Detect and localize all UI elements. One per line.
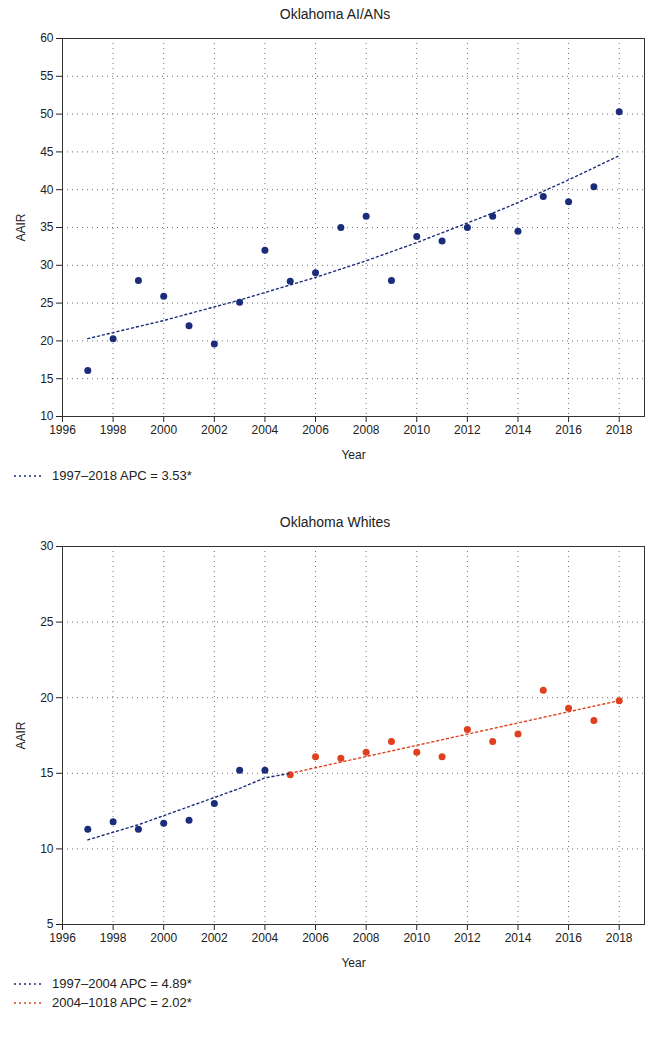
svg-text:30: 30: [40, 258, 54, 272]
svg-text:2014: 2014: [505, 931, 532, 945]
svg-text:2002: 2002: [201, 931, 228, 945]
svg-text:2018: 2018: [606, 423, 633, 437]
svg-text:2000: 2000: [150, 931, 177, 945]
svg-text:2004: 2004: [252, 931, 279, 945]
svg-text:2016: 2016: [555, 423, 582, 437]
svg-text:2016: 2016: [555, 931, 582, 945]
svg-text:20: 20: [40, 334, 54, 348]
svg-text:1998: 1998: [100, 423, 127, 437]
svg-text:2018: 2018: [606, 931, 633, 945]
html-text:1997–2004 APC = 4.89*: 1997–2004 APC = 4.89*: [52, 976, 192, 991]
html-text:1997–2018 APC = 3.53*: 1997–2018 APC = 3.53*: [52, 468, 192, 483]
svg-text:Year: Year: [341, 448, 365, 462]
svg-text:2008: 2008: [353, 423, 380, 437]
svg-text:40: 40: [40, 183, 54, 197]
svg-text:2012: 2012: [454, 931, 481, 945]
svg-text:15: 15: [40, 766, 54, 780]
svg-text:2004: 2004: [252, 423, 279, 437]
svg-text:20: 20: [40, 691, 54, 705]
svg-text:2006: 2006: [302, 423, 329, 437]
svg-text:25: 25: [40, 296, 54, 310]
svg-text:2010: 2010: [403, 931, 430, 945]
svg-text:2010: 2010: [403, 423, 430, 437]
svg-text:Year: Year: [341, 956, 365, 970]
svg-text:5: 5: [47, 917, 54, 931]
svg-text:35: 35: [40, 220, 54, 234]
html-text:Oklahoma Whites: Oklahoma Whites: [279, 514, 391, 530]
svg-text:2002: 2002: [201, 423, 228, 437]
html-text:Oklahoma AI/ANs: Oklahoma AI/ANs: [279, 6, 391, 22]
svg-text:1998: 1998: [100, 931, 127, 945]
html-text:2004–1018 APC = 2.02*: 2004–1018 APC = 2.02*: [52, 995, 192, 1010]
svg-text:10: 10: [40, 409, 54, 423]
svg-text:1996: 1996: [49, 423, 76, 437]
svg-text:25: 25: [40, 615, 54, 629]
svg-text:2006: 2006: [302, 931, 329, 945]
svg-text:30: 30: [40, 539, 54, 553]
svg-text:AAIR: AAIR: [14, 721, 28, 749]
svg-text:1996: 1996: [49, 931, 76, 945]
svg-text:55: 55: [40, 69, 54, 83]
svg-text:15: 15: [40, 372, 54, 386]
svg-text:2014: 2014: [505, 423, 532, 437]
svg-text:2008: 2008: [353, 931, 380, 945]
svg-text:50: 50: [40, 107, 54, 121]
svg-text:45: 45: [40, 145, 54, 159]
svg-text:2012: 2012: [454, 423, 481, 437]
svg-text:60: 60: [40, 31, 54, 45]
svg-text:10: 10: [40, 842, 54, 856]
svg-text:2000: 2000: [150, 423, 177, 437]
svg-text:AAIR: AAIR: [14, 213, 28, 241]
